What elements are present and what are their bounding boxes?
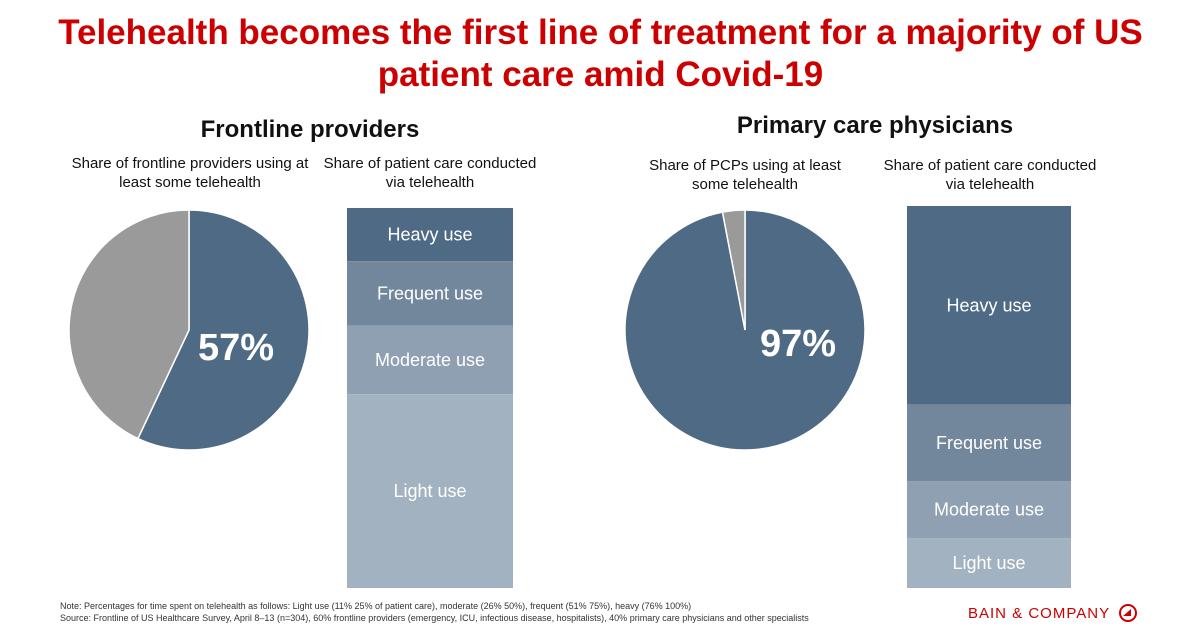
bain-logo: BAIN & COMPANY	[968, 603, 1138, 623]
pie-value-label: 57%	[198, 327, 274, 369]
pie-slice-telehealth	[136, 209, 310, 451]
pie-caption-pcp: Share of PCPs using at least some telehe…	[649, 157, 841, 193]
pie-slice-other	[68, 209, 190, 440]
note-text: Note: Percentages for time spent on tele…	[60, 601, 692, 611]
bar-segment-moderate-use	[347, 325, 513, 395]
bar-segment-light-use	[907, 538, 1071, 588]
bar-caption-frontline: Share of patient care conducted via tele…	[323, 155, 537, 191]
bar-segment-label: Moderate use	[375, 350, 485, 370]
bar-segment-label: Moderate use	[934, 500, 1044, 520]
pie-caption-frontline: Share of frontline providers using at le…	[71, 155, 309, 191]
bar-segment-label: Light use	[393, 481, 466, 501]
pie-value-label: 97%	[760, 323, 836, 365]
bar-segment-label: Light use	[952, 553, 1025, 573]
bar-segment-heavy-use	[347, 208, 513, 262]
bar-segment-frequent-use	[347, 261, 513, 326]
logo-compass-icon	[1119, 604, 1138, 622]
chart-title: Telehealth becomes the first line of tre…	[58, 13, 1143, 94]
group-title-pcp: Primary care physicians	[736, 112, 1014, 139]
bar-segment-label: Heavy use	[946, 295, 1031, 315]
bar-segment-label: Frequent use	[377, 284, 483, 304]
bar-segment-light-use	[347, 394, 513, 588]
bar-segment-heavy-use	[907, 206, 1071, 405]
footnote: Note: Percentages for time spent on tele…	[60, 600, 809, 624]
bar-segment-label: Frequent use	[936, 433, 1042, 453]
bar-segment-label: Heavy use	[387, 225, 472, 245]
bar-segment-moderate-use	[907, 481, 1071, 539]
bar-caption-pcp: Share of patient care conducted via tele…	[883, 157, 1097, 193]
source-text: Source: Frontline of US Healthcare Surve…	[60, 613, 809, 623]
group-title-frontline: Frontline providers	[200, 116, 420, 143]
pie-slice-other	[721, 209, 746, 331]
bar-segment-frequent-use	[907, 404, 1071, 482]
logo-text: BAIN & COMPANY	[968, 604, 1111, 622]
